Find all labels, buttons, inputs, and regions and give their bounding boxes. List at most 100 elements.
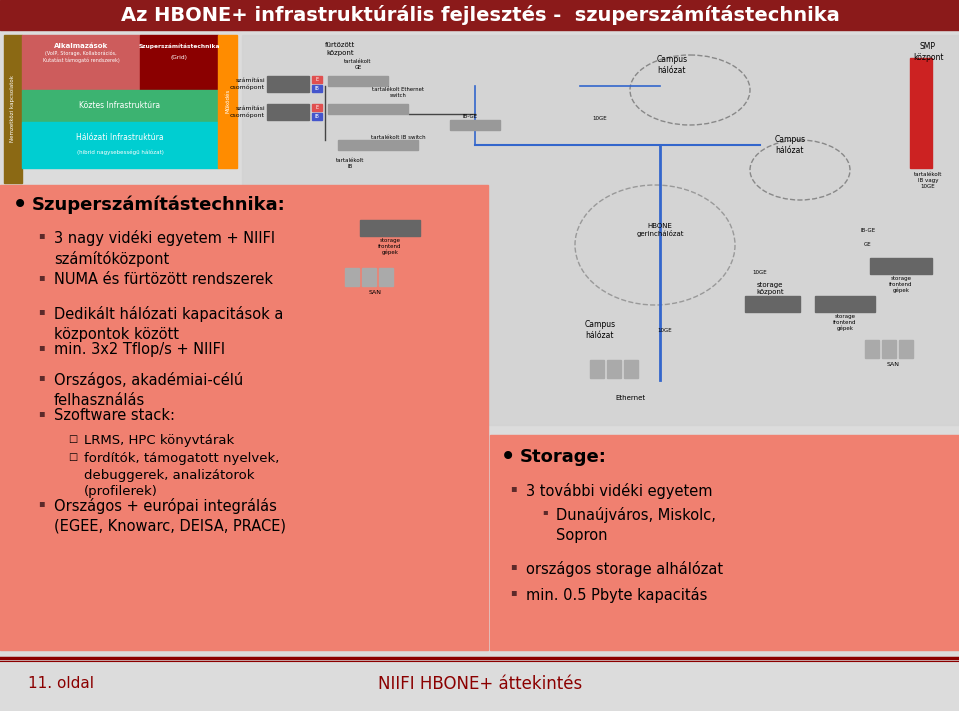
Bar (338, 140, 418, 150)
Text: HBONE
gerinchálózat: HBONE gerinchálózat (636, 223, 684, 237)
Text: ▪: ▪ (38, 342, 45, 352)
Bar (312, 104, 322, 111)
Text: Országos, akadémiai-célú
felhasználás: Országos, akadémiai-célú felhasználás (54, 372, 244, 408)
Text: Dedikált hálózati kapacitások a
központok között: Dedikált hálózati kapacitások a központo… (54, 306, 283, 342)
Text: tartalékolt IB switch: tartalékolt IB switch (371, 135, 425, 140)
Bar (22, 90, 218, 122)
Bar (345, 268, 359, 286)
Text: □: □ (68, 452, 78, 462)
Text: Országos + európai integrálás
(EGEE, Knowarc, DEISA, PRACE): Országos + európai integrálás (EGEE, Kno… (54, 498, 286, 534)
Text: Működés: Működés (225, 89, 230, 113)
Text: ▪: ▪ (38, 498, 45, 508)
Bar (312, 85, 322, 92)
Bar (362, 268, 376, 286)
Bar (0, 185, 488, 650)
Text: 10GE: 10GE (658, 328, 672, 333)
Bar (882, 340, 896, 358)
Bar (312, 113, 322, 120)
Text: E: E (316, 77, 318, 82)
Bar (870, 258, 932, 274)
Text: fordítók, támogatott nyelvek,
debuggerek, analizátorok
(profilerek): fordítók, támogatott nyelvek, debuggerek… (84, 452, 279, 498)
Text: Szoftware stack:: Szoftware stack: (54, 408, 175, 423)
Text: 3 nagy vidéki egyetem + NIIFI
számítóközpont: 3 nagy vidéki egyetem + NIIFI számítóköz… (54, 230, 275, 267)
Text: ▪: ▪ (38, 306, 45, 316)
Bar (490, 435, 959, 650)
Text: NIIFI HBONE+ áttekintés: NIIFI HBONE+ áttekintés (378, 675, 582, 693)
Text: Köztes Infrastruktúra: Köztes Infrastruktúra (80, 102, 160, 110)
Bar (379, 268, 393, 286)
Bar (328, 76, 388, 86)
Text: tartalékolt
GE: tartalékolt GE (344, 59, 372, 70)
Text: •: • (12, 191, 28, 219)
Text: IB-GE: IB-GE (860, 228, 876, 232)
Text: 10GE: 10GE (753, 269, 767, 274)
Text: ▪: ▪ (510, 587, 517, 597)
Bar (590, 360, 604, 378)
Text: SAN: SAN (886, 362, 900, 367)
Text: tartalékolt Ethernet
switch: tartalékolt Ethernet switch (372, 87, 424, 98)
Text: Hálózati Infrastruktúra: Hálózati Infrastruktúra (76, 134, 164, 142)
Text: storage
frontend
gépek: storage frontend gépek (889, 276, 913, 293)
Text: NUMA és fürtözött rendszerek: NUMA és fürtözött rendszerek (54, 272, 273, 287)
Text: ▪: ▪ (510, 483, 517, 493)
Text: Alkalmazások: Alkalmazások (54, 43, 108, 49)
Text: E: E (316, 105, 318, 110)
Text: Nemzetközi kapcsolatok: Nemzetközi kapcsolatok (11, 75, 15, 142)
Bar (899, 340, 913, 358)
Text: storage
frontend
gépek: storage frontend gépek (833, 314, 856, 331)
Text: SAN: SAN (368, 290, 382, 295)
Bar (815, 296, 875, 312)
Bar (22, 122, 218, 168)
Bar (242, 35, 959, 425)
Text: Dunaújváros, Miskolc,
Sopron: Dunaújváros, Miskolc, Sopron (556, 507, 715, 542)
Text: Az HBONE+ infrastruktúrális fejlesztés -  szuperszámítástechnika: Az HBONE+ infrastruktúrális fejlesztés -… (121, 5, 839, 25)
Text: (hibrid nagysebességű hálózat): (hibrid nagysebességű hálózat) (77, 149, 163, 155)
Text: Storage:: Storage: (520, 448, 607, 466)
Text: storage
frontend
gépek: storage frontend gépek (378, 238, 402, 255)
Text: országos storage alhálózat: országos storage alhálózat (526, 561, 723, 577)
Text: (Grid): (Grid) (171, 55, 188, 60)
Bar (910, 58, 932, 168)
Bar (312, 76, 322, 83)
Text: fürtözött
központ: fürtözött központ (325, 42, 355, 55)
Bar (267, 76, 309, 92)
Text: Campus
hálózat: Campus hálózat (657, 55, 688, 75)
Bar (218, 35, 237, 168)
Text: 10GE: 10GE (593, 115, 607, 120)
Bar (328, 104, 408, 114)
Text: ▪: ▪ (542, 507, 548, 516)
Bar (267, 104, 309, 120)
Text: (VoIP, Storage, Kollaborációs,
Kutatást támogató rendszerek): (VoIP, Storage, Kollaborációs, Kutatást … (42, 50, 119, 63)
Text: IB: IB (315, 86, 319, 91)
Text: ▪: ▪ (38, 372, 45, 382)
Text: □: □ (68, 434, 78, 444)
Text: ▪: ▪ (510, 561, 517, 571)
Text: storage
központ: storage központ (757, 282, 784, 295)
Text: ▪: ▪ (38, 272, 45, 282)
Text: min. 3x2 Tflop/s + NIIFI: min. 3x2 Tflop/s + NIIFI (54, 342, 225, 357)
Bar (865, 340, 879, 358)
Text: IB: IB (315, 114, 319, 119)
Text: Ethernet: Ethernet (615, 395, 645, 401)
Bar (624, 360, 638, 378)
Bar (0, 0, 959, 30)
Text: tartalékolt
IB vagy
10GE: tartalékolt IB vagy 10GE (914, 172, 942, 188)
Text: SMP
központ: SMP központ (913, 42, 944, 62)
Text: min. 0.5 Pbyte kapacitás: min. 0.5 Pbyte kapacitás (526, 587, 708, 603)
Bar (22, 35, 140, 90)
Text: 3 további vidéki egyetem: 3 további vidéki egyetem (526, 483, 713, 499)
Text: számítási
csomópont: számítási csomópont (230, 78, 265, 90)
Text: Szuperszámítástechnika: Szuperszámítástechnika (138, 43, 220, 49)
Text: LRMS, HPC könyvtárak: LRMS, HPC könyvtárak (84, 434, 234, 447)
Text: ▪: ▪ (38, 230, 45, 240)
Bar (360, 220, 420, 236)
Text: Campus
hálózat: Campus hálózat (584, 320, 616, 340)
Bar (745, 296, 800, 312)
Text: Szuperszámítástechnika:: Szuperszámítástechnika: (32, 196, 286, 214)
Text: IB-GE: IB-GE (462, 114, 478, 119)
Bar (607, 360, 621, 378)
Bar (450, 120, 500, 130)
Text: GE: GE (864, 242, 872, 247)
Bar (140, 35, 218, 90)
Text: Campus
hálózat: Campus hálózat (775, 135, 806, 155)
